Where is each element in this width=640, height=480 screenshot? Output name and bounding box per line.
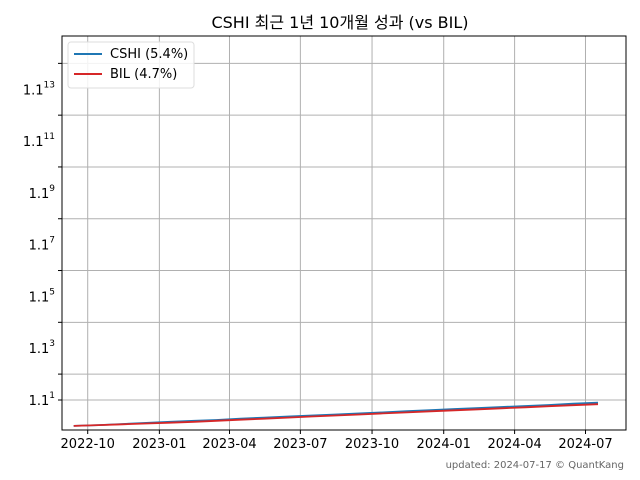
- y-tick-base: 1.1: [29, 290, 50, 305]
- y-tick-base: 1.1: [23, 135, 44, 150]
- y-tick-exponent: 7: [49, 236, 55, 246]
- y-tick-exponent: 1: [49, 391, 55, 401]
- y-tick-exponent: 3: [49, 339, 55, 349]
- y-tick-label: 1.19: [29, 184, 56, 202]
- y-tick-label: 1.15: [29, 287, 55, 305]
- y-tick-base: 1.1: [29, 394, 50, 409]
- x-axis: 2022-10 2023-01 2023-04 2023-07 2023-10 2024-…: [61, 430, 613, 452]
- chart-title: CSHI 최근 1년 10개월 성과 (vs BIL): [211, 13, 468, 32]
- x-tick-label: 2022-10: [61, 437, 115, 452]
- y-tick-base: 1.1: [29, 187, 50, 202]
- legend: CSHI (5.4%) BIL (4.7%): [67, 41, 195, 89]
- y-tick-label: 1.111: [23, 132, 55, 150]
- x-tick-label: 2023-10: [345, 437, 399, 452]
- legend-label: BIL (4.7%): [110, 67, 177, 82]
- x-tick-label: 2023-04: [202, 437, 256, 452]
- x-tick-label: 2023-07: [273, 437, 327, 452]
- y-tick-exponent: 9: [49, 184, 55, 194]
- plot-series: [73, 401, 599, 427]
- legend-label: CSHI (5.4%): [110, 47, 188, 62]
- y-tick-base: 1.1: [29, 239, 50, 254]
- y-tick-base: 1.1: [29, 342, 50, 357]
- x-tick-label: 2023-01: [132, 437, 186, 452]
- y-tick-exponent: 11: [44, 132, 55, 142]
- plot-grid: [62, 36, 626, 430]
- y-tick-base: 1.1: [23, 83, 44, 98]
- y-tick-exponent: 5: [49, 287, 55, 297]
- plot-frame: [61, 35, 627, 431]
- y-tick-label: 1.11: [29, 391, 55, 409]
- footer-updated: updated: 2024-07-17 © QuantKang: [446, 460, 624, 471]
- x-tick-label: 2024-01: [417, 437, 471, 452]
- y-tick-label: 1.13: [29, 339, 55, 357]
- x-tick-label: 2024-07: [558, 437, 612, 452]
- series-line-1: [73, 403, 599, 427]
- y-tick-exponent: 13: [44, 80, 55, 90]
- y-tick-label: 1.17: [29, 236, 55, 254]
- y-tick-label: 1.113: [23, 80, 55, 98]
- x-tick-label: 2024-04: [487, 437, 541, 452]
